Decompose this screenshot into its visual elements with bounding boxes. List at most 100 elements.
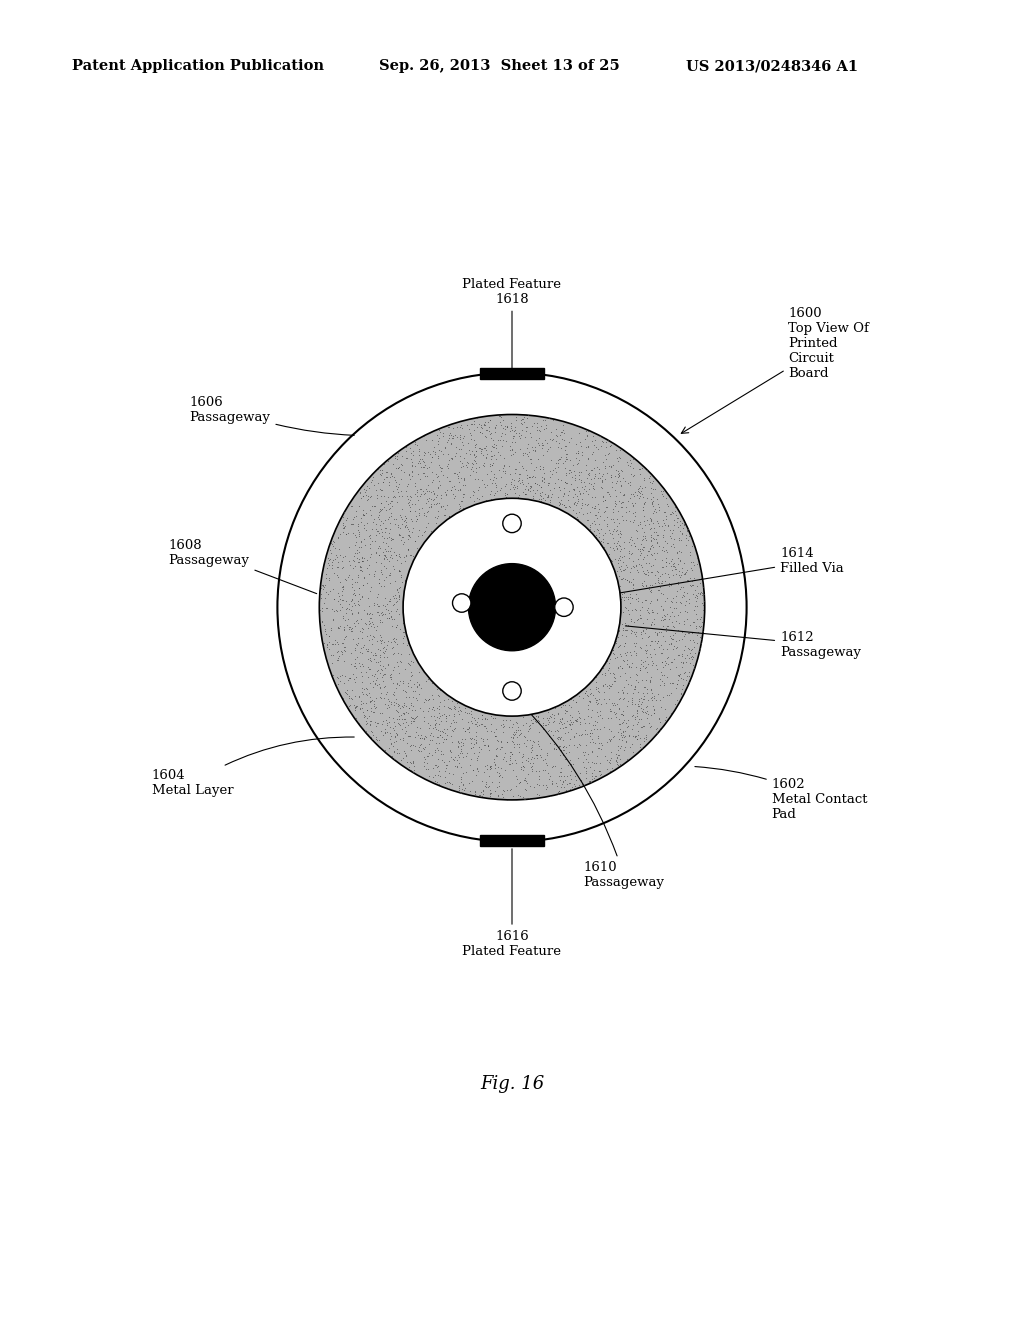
Point — [397, 721, 414, 742]
Point — [674, 645, 690, 667]
Point — [642, 667, 658, 688]
Point — [570, 480, 587, 502]
Point — [488, 434, 505, 455]
Point — [647, 631, 664, 652]
Point — [467, 781, 483, 803]
Point — [560, 694, 577, 715]
Point — [633, 554, 649, 576]
Point — [400, 726, 417, 747]
Point — [361, 612, 378, 634]
Point — [395, 622, 412, 643]
Point — [616, 589, 633, 610]
Point — [558, 701, 574, 722]
Point — [544, 483, 560, 504]
Point — [433, 461, 450, 482]
Point — [634, 669, 650, 690]
Point — [493, 479, 509, 500]
Point — [351, 557, 368, 578]
Point — [605, 701, 622, 722]
Point — [553, 776, 569, 797]
Point — [657, 546, 674, 568]
Point — [523, 737, 540, 758]
Point — [656, 531, 673, 552]
Point — [470, 744, 486, 766]
Point — [473, 713, 489, 734]
Point — [638, 578, 654, 599]
Point — [599, 750, 615, 771]
Point — [456, 487, 472, 508]
Point — [664, 652, 680, 673]
Point — [612, 471, 629, 492]
Point — [452, 777, 468, 799]
Circle shape — [503, 515, 521, 533]
Point — [568, 692, 585, 713]
Point — [537, 748, 553, 770]
Point — [512, 463, 528, 484]
Point — [362, 504, 379, 525]
Point — [504, 469, 520, 490]
Point — [658, 587, 675, 609]
Point — [605, 519, 622, 540]
Point — [578, 682, 594, 704]
Point — [417, 454, 433, 475]
Point — [429, 484, 445, 506]
Point — [578, 713, 594, 734]
Point — [433, 458, 450, 479]
Point — [366, 690, 382, 711]
Point — [325, 652, 341, 673]
Point — [391, 742, 408, 763]
Point — [568, 710, 585, 731]
Point — [641, 513, 657, 535]
Point — [417, 725, 433, 746]
Point — [507, 483, 523, 504]
Point — [504, 438, 520, 459]
Point — [670, 548, 686, 569]
Point — [537, 430, 553, 451]
Point — [670, 573, 686, 594]
Point — [434, 705, 451, 726]
Point — [609, 627, 626, 648]
Point — [550, 455, 566, 477]
Point — [371, 605, 387, 626]
Point — [636, 515, 652, 536]
Point — [442, 470, 459, 491]
Point — [674, 622, 690, 643]
Point — [492, 763, 508, 784]
Point — [639, 487, 655, 508]
Point — [647, 572, 664, 593]
Point — [478, 490, 495, 511]
Point — [609, 647, 626, 668]
Point — [431, 492, 447, 513]
Point — [446, 698, 463, 719]
Point — [371, 729, 387, 750]
Point — [463, 700, 479, 721]
Point — [322, 540, 338, 561]
Point — [571, 450, 588, 471]
Point — [584, 700, 600, 721]
Point — [402, 486, 419, 507]
Point — [626, 622, 642, 643]
Point — [367, 644, 383, 665]
Point — [656, 515, 673, 536]
Point — [466, 729, 482, 750]
Point — [355, 682, 372, 704]
Point — [630, 479, 646, 500]
Point — [321, 638, 337, 659]
Point — [694, 582, 711, 603]
Point — [387, 513, 403, 535]
Point — [608, 532, 625, 553]
Point — [453, 446, 469, 467]
Point — [507, 477, 523, 498]
Point — [384, 609, 400, 630]
Point — [665, 564, 681, 585]
Circle shape — [555, 598, 573, 616]
Point — [561, 463, 578, 484]
Point — [613, 729, 630, 750]
Point — [462, 486, 478, 507]
Point — [653, 515, 670, 536]
Point — [438, 729, 455, 750]
Point — [396, 462, 413, 483]
Point — [642, 466, 658, 487]
Point — [677, 661, 693, 682]
Point — [369, 543, 385, 564]
